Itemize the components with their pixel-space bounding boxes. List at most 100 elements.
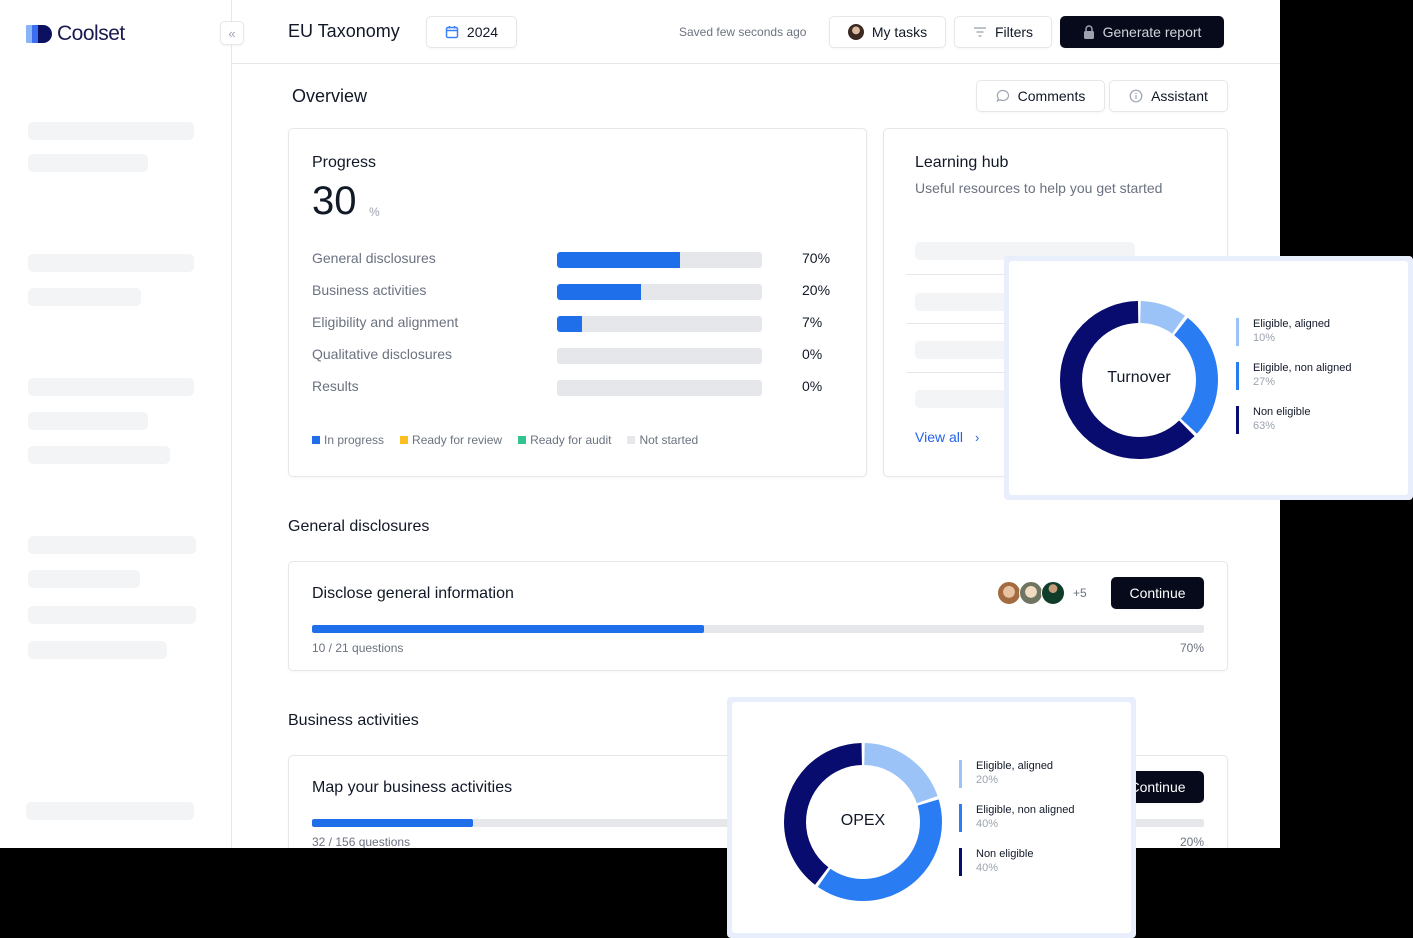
continue-label: Continue <box>1129 779 1186 795</box>
nav-skeleton <box>26 802 194 820</box>
progress-row-label: Results <box>312 378 359 394</box>
view-all-link[interactable]: View all › <box>915 429 979 445</box>
progress-value: 30 <box>312 179 357 223</box>
progress-bar <box>557 252 762 268</box>
comments-label: Comments <box>1017 88 1086 104</box>
continue-button[interactable]: Continue <box>1111 771 1204 803</box>
avatar <box>1041 581 1065 605</box>
filters-button[interactable]: Filters <box>954 16 1052 48</box>
filters-label: Filters <box>994 24 1034 40</box>
legend-ready-for-audit: Ready for audit <box>518 433 611 447</box>
continue-button[interactable]: Continue <box>1111 577 1204 609</box>
task-question-count: 10 / 21 questions <box>312 641 404 655</box>
progress-row-pct: 0% <box>802 346 823 362</box>
legend-non-eligible: Non eligible 40% <box>959 848 1074 876</box>
progress-row-results[interactable]: Results 0% <box>312 377 832 397</box>
info-icon <box>1129 89 1143 103</box>
progress-row-business-activities[interactable]: Business activities 20% <box>312 281 832 301</box>
legend-eligible-aligned: Eligible, aligned 10% <box>1236 318 1351 346</box>
logo[interactable]: Coolset <box>26 22 125 46</box>
learning-hub-title: Learning hub <box>915 154 1009 171</box>
legend-eligible-non-aligned: Eligible, non aligned 40% <box>959 804 1074 832</box>
progress-row-general-disclosures[interactable]: General disclosures 70% <box>312 249 832 269</box>
task-progress-bar <box>312 625 1204 633</box>
view-all-label: View all <box>915 429 963 445</box>
filter-icon <box>973 27 986 37</box>
assistant-button[interactable]: Assistant <box>1109 80 1228 112</box>
progress-unit: % <box>369 205 380 219</box>
progress-row-label: Qualitative disclosures <box>312 346 453 362</box>
resource-skeleton[interactable] <box>915 242 1135 260</box>
generate-report-button[interactable]: Generate report <box>1060 16 1224 48</box>
avatar <box>1019 581 1043 605</box>
comment-icon <box>996 89 1009 103</box>
learning-hub-subtitle: Useful resources to help you get started <box>915 180 1163 196</box>
avatar <box>997 581 1021 605</box>
progress-row-pct: 7% <box>802 314 823 330</box>
calendar-icon <box>445 26 459 39</box>
generate-report-label: Generate report <box>1102 24 1202 40</box>
lock-icon <box>1083 25 1094 39</box>
progress-row-qualitative-disclosures[interactable]: Qualitative disclosures 0% <box>312 345 832 365</box>
progress-row-pct: 20% <box>802 282 831 298</box>
my-tasks-button[interactable]: My tasks <box>829 16 946 48</box>
sidebar: Coolset <box>0 0 232 848</box>
progress-bar <box>557 284 762 300</box>
business-activities-title: Business activities <box>288 712 419 729</box>
logo-text: Coolset <box>57 22 125 45</box>
turnover-chart-card: Turnover Eligible, aligned 10% Eligible, … <box>1009 261 1408 495</box>
opex-donut-chart[interactable] <box>778 737 948 907</box>
task-card-general-information[interactable]: Disclose general information +5 Continue… <box>288 561 1228 671</box>
nav-skeleton <box>28 122 194 140</box>
legend-eligible-non-aligned: Eligible, non aligned 27% <box>1236 362 1351 390</box>
progress-title: Progress <box>312 154 377 171</box>
progress-bar <box>557 380 762 396</box>
turnover-chart-legend: Eligible, aligned 10% Eligible, non align… <box>1236 318 1351 434</box>
more-assignees-count: +5 <box>1073 586 1087 600</box>
opex-chart-title: OPEX <box>840 812 886 829</box>
progress-row-pct: 70% <box>802 250 831 266</box>
turnover-chart-title: Turnover <box>1107 369 1171 386</box>
opex-chart-legend: Eligible, aligned 20% Eligible, non align… <box>959 760 1074 876</box>
assignee-avatars[interactable]: +5 <box>997 581 1087 605</box>
task-pct: 70% <box>1179 641 1204 655</box>
turnover-donut-chart[interactable] <box>1054 295 1224 465</box>
my-tasks-label: My tasks <box>871 24 928 40</box>
user-avatar-icon <box>847 24 864 40</box>
nav-skeleton <box>28 254 194 272</box>
nav-skeleton <box>28 412 148 430</box>
task-title: Disclose general information <box>312 585 514 602</box>
comments-button[interactable]: Comments <box>976 80 1105 112</box>
progress-bar <box>557 316 762 332</box>
legend-ready-for-review: Ready for review <box>400 433 502 447</box>
year-label: 2024 <box>466 24 499 40</box>
progress-legend: In progress Ready for review Ready for a… <box>312 433 698 447</box>
turnover-chart-popover: Turnover Eligible, aligned 10% Eligible, … <box>1004 256 1413 500</box>
task-pct: 20% <box>1179 835 1204 848</box>
assistant-label: Assistant <box>1151 88 1208 104</box>
nav-skeleton <box>28 606 196 624</box>
task-question-count: 32 / 156 questions <box>312 835 411 848</box>
progress-row-label: Eligibility and alignment <box>312 314 459 330</box>
year-selector-button[interactable]: 2024 <box>426 16 517 48</box>
progress-card: Progress 30 % General disclosures 70% Bu… <box>288 128 867 477</box>
legend-in-progress: In progress <box>312 433 384 447</box>
nav-skeleton <box>28 446 170 464</box>
task-title: Map your business activities <box>312 779 513 796</box>
opex-chart-popover: OPEX Eligible, aligned 20% Eligible, non … <box>727 697 1136 938</box>
overview-title: Overview <box>292 86 368 106</box>
legend-eligible-aligned: Eligible, aligned 20% <box>959 760 1074 788</box>
collapse-sidebar-button[interactable]: « <box>220 21 244 45</box>
nav-skeleton <box>28 641 167 659</box>
general-disclosures-title: General disclosures <box>288 518 430 535</box>
nav-skeleton <box>28 154 148 172</box>
saved-status: Saved few seconds ago <box>679 25 807 39</box>
progress-row-eligibility-alignment[interactable]: Eligibility and alignment 7% <box>312 313 832 333</box>
legend-not-started: Not started <box>627 433 698 447</box>
top-header: EU Taxonomy 2024 Saved few seconds ago M… <box>232 0 1280 64</box>
nav-skeleton <box>28 288 141 306</box>
coolset-logo-icon <box>26 25 52 43</box>
legend-non-eligible: Non eligible 63% <box>1236 406 1351 434</box>
double-chevron-left-icon: « <box>228 25 236 41</box>
chevron-right-icon: › <box>975 429 980 445</box>
